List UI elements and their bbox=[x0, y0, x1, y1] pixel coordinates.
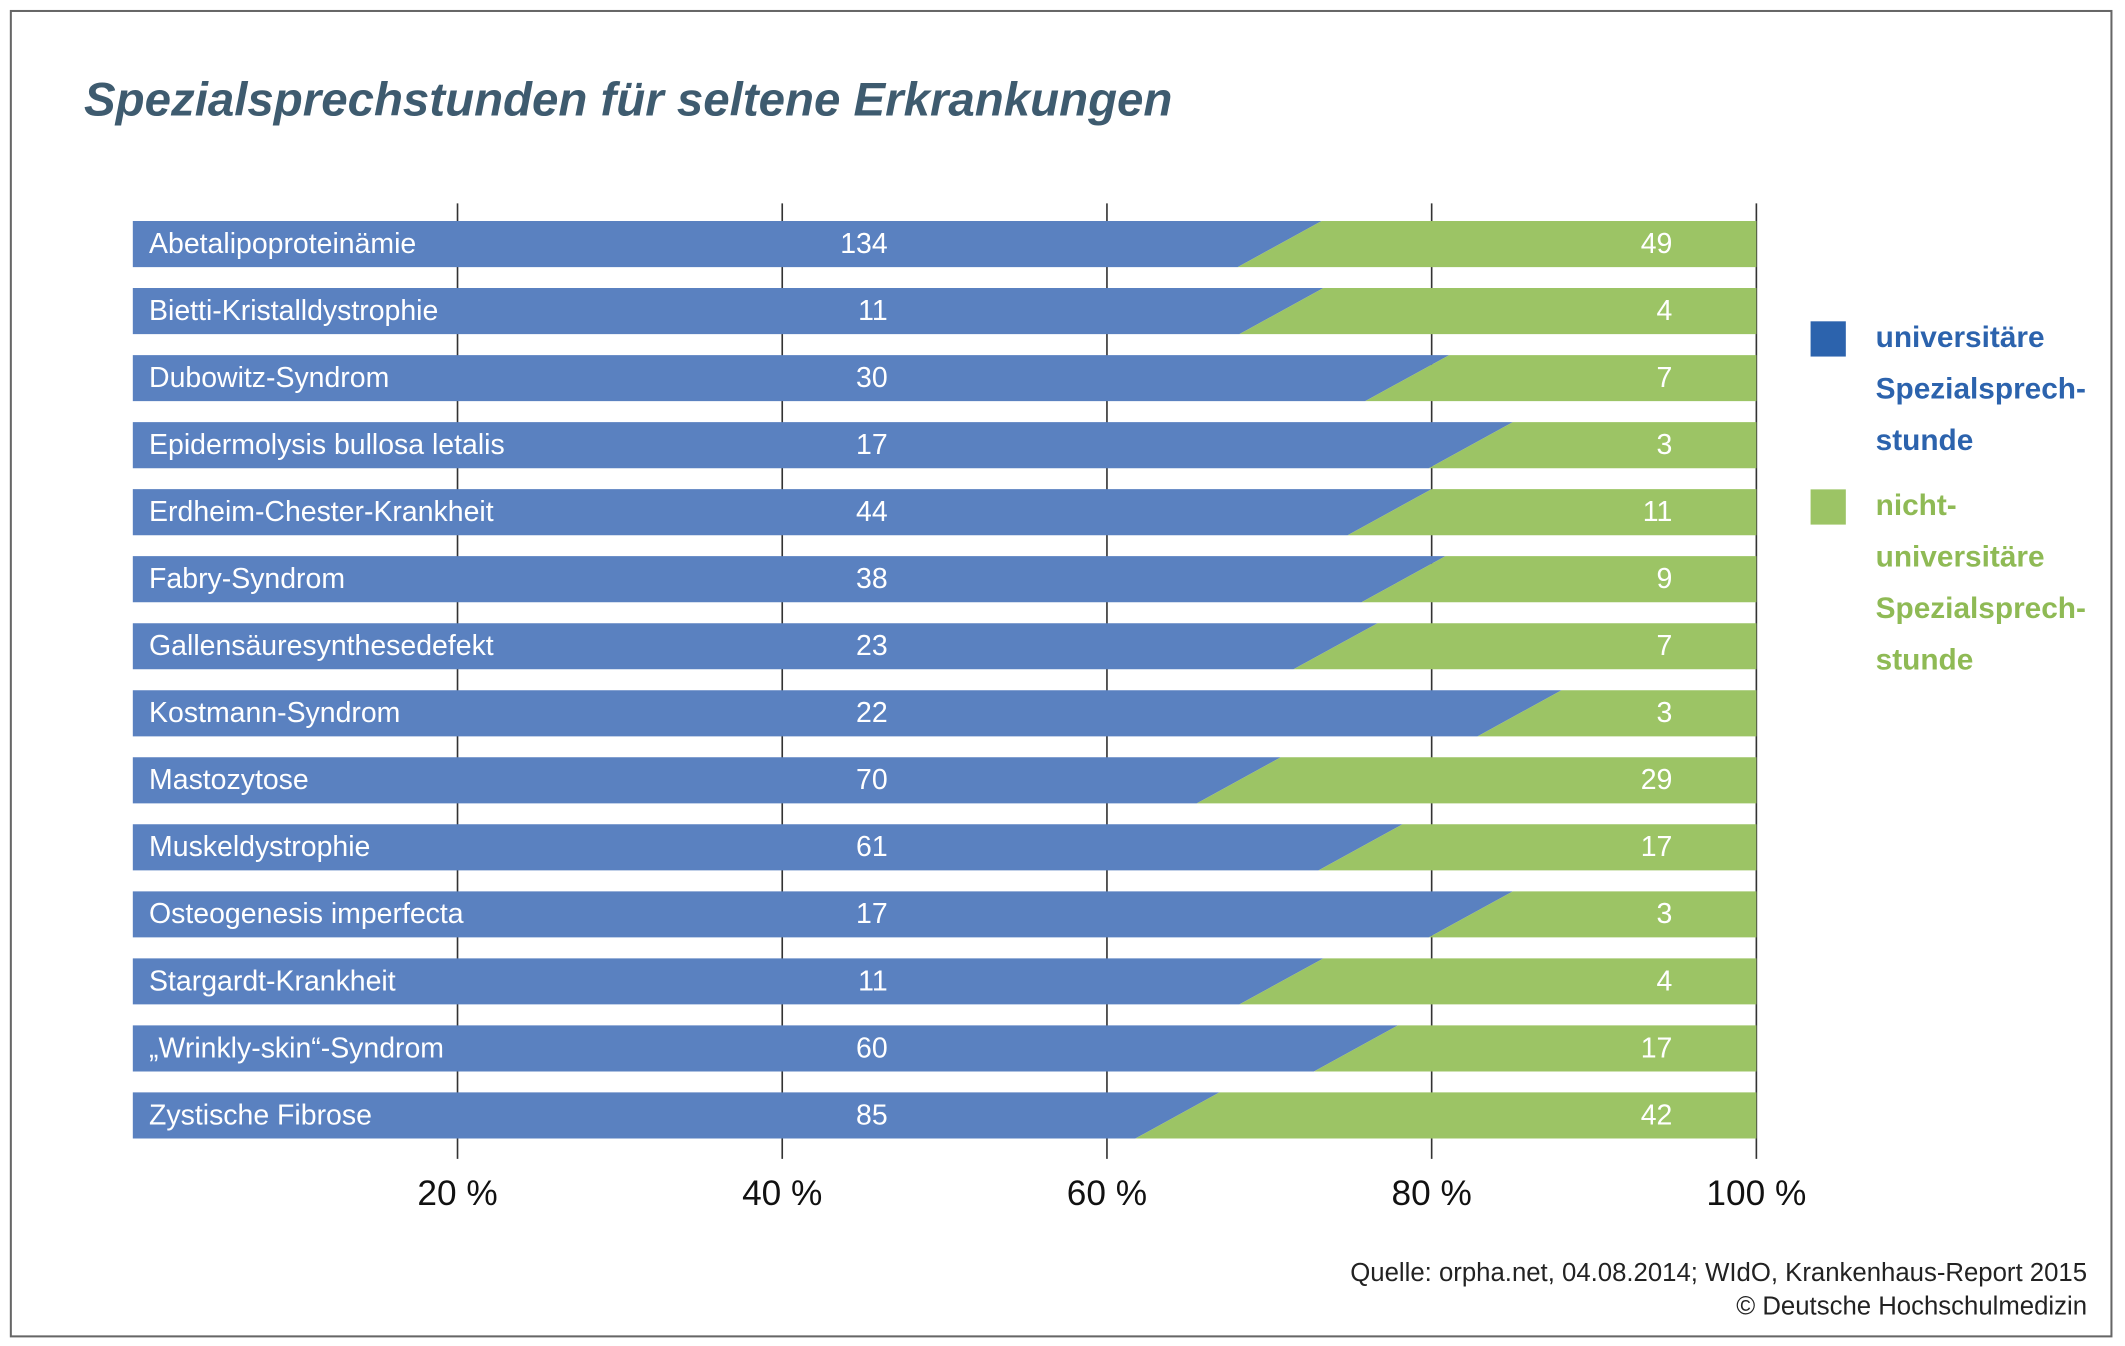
category-label: „Wrinkly-skin“-Syndrom bbox=[149, 1032, 444, 1064]
legend-line: nicht- bbox=[1876, 489, 1957, 522]
value-label: 85 bbox=[856, 1099, 888, 1131]
value-label: 61 bbox=[856, 831, 888, 863]
bar-segment bbox=[1239, 958, 1757, 1005]
value-label: 9 bbox=[1657, 563, 1673, 595]
bar-segment bbox=[132, 824, 1403, 871]
legend-line: Spezialsprech- bbox=[1876, 372, 2086, 405]
frame bbox=[9, 9, 2113, 1338]
category-label: Zystische Fibrose bbox=[149, 1099, 372, 1131]
category-label: Stargardt-Krankheit bbox=[149, 965, 396, 997]
category-label: Epidermolysis bullosa letalis bbox=[149, 429, 505, 461]
value-label: 23 bbox=[856, 630, 888, 662]
value-label: 17 bbox=[1641, 831, 1673, 863]
value-label: 4 bbox=[1657, 965, 1673, 997]
legend-line: universitäre bbox=[1876, 540, 2045, 573]
value-label: 44 bbox=[856, 496, 888, 528]
chart-title: Spezialsprechstunden für seltene Erkrank… bbox=[84, 74, 1172, 127]
category-label: Osteogenesis imperfecta bbox=[149, 898, 464, 930]
value-label: 49 bbox=[1641, 228, 1673, 260]
x-tick-label: 60 % bbox=[1067, 1174, 1147, 1213]
bar-segment bbox=[132, 221, 1322, 268]
bar-segment bbox=[1365, 355, 1757, 402]
bar-segment bbox=[1237, 221, 1757, 268]
category-label: Dubowitz-Syndrom bbox=[149, 362, 389, 394]
x-tick-label: 20 % bbox=[417, 1174, 497, 1213]
value-label: 3 bbox=[1657, 898, 1673, 930]
category-label: Gallensäuresynthesedefekt bbox=[149, 630, 494, 662]
value-label: 29 bbox=[1641, 764, 1673, 796]
bar-segment bbox=[132, 422, 1513, 469]
bar-segment bbox=[1428, 422, 1757, 469]
legend-line: universitäre bbox=[1876, 321, 2045, 354]
bar-segment bbox=[1428, 891, 1757, 938]
value-label: 11 bbox=[1643, 496, 1673, 528]
bar-segment bbox=[1477, 690, 1757, 737]
x-tick-label: 40 % bbox=[742, 1174, 822, 1213]
bar-segment bbox=[132, 355, 1450, 402]
value-label: 17 bbox=[1641, 1032, 1673, 1064]
value-label: 22 bbox=[856, 697, 888, 729]
value-label: 17 bbox=[856, 429, 888, 461]
source: © Deutsche Hochschulmedizin bbox=[1736, 1293, 2087, 1321]
bar-segment bbox=[1318, 824, 1757, 871]
category-label: Fabry-Syndrom bbox=[149, 563, 345, 595]
legend-line: stunde bbox=[1876, 424, 1974, 457]
value-label: 60 bbox=[856, 1032, 888, 1064]
value-label: 11 bbox=[858, 295, 888, 327]
value-label: 17 bbox=[856, 898, 888, 930]
x-tick-label: 100 % bbox=[1706, 1174, 1806, 1213]
bar-segment bbox=[132, 757, 1281, 804]
x-tick-label: 80 % bbox=[1392, 1174, 1472, 1213]
bar-segment bbox=[132, 489, 1432, 536]
value-label: 7 bbox=[1657, 362, 1673, 394]
value-label: 134 bbox=[840, 228, 887, 260]
bar-segment bbox=[132, 1092, 1220, 1139]
value-label: 7 bbox=[1657, 630, 1673, 662]
category-label: Erdheim-Chester-Krankheit bbox=[149, 496, 494, 528]
category-label: Abetalipoproteinämie bbox=[149, 228, 416, 260]
legend-swatch bbox=[1810, 489, 1846, 525]
bar-segment bbox=[1196, 757, 1757, 804]
bar-segment bbox=[132, 958, 1324, 1005]
category-label: Muskeldystrophie bbox=[149, 831, 370, 863]
source: Quelle: orpha.net, 04.08.2014; WIdO, Kra… bbox=[1350, 1259, 2087, 1287]
legend-line: Spezialsprech- bbox=[1876, 592, 2086, 625]
legend-label: nicht-universitäre Spezialsprech-stunde bbox=[1876, 489, 2086, 676]
category-label: Mastozytose bbox=[149, 764, 309, 796]
bar-segment bbox=[132, 690, 1562, 737]
bar-segment bbox=[1313, 1025, 1757, 1072]
bar-segment bbox=[1239, 288, 1757, 335]
category-label: Bietti-Kristalldystrophie bbox=[149, 295, 438, 327]
value-label: 42 bbox=[1641, 1099, 1673, 1131]
legend-swatch bbox=[1810, 321, 1846, 357]
value-label: 70 bbox=[856, 764, 888, 796]
bar-segment bbox=[1347, 489, 1757, 536]
bar-segment bbox=[132, 891, 1513, 938]
bar-segment bbox=[1361, 556, 1757, 603]
value-label: 3 bbox=[1657, 429, 1673, 461]
bar-segment bbox=[132, 288, 1324, 335]
bar-segment bbox=[132, 556, 1446, 603]
bar-segment bbox=[1293, 623, 1757, 670]
value-label: 38 bbox=[856, 563, 888, 595]
value-label: 4 bbox=[1657, 295, 1673, 327]
bar-segment bbox=[132, 1025, 1398, 1072]
bar-segment bbox=[132, 623, 1378, 670]
legend-label: universitäre Spezialsprech-stunde bbox=[1876, 321, 2086, 457]
value-label: 11 bbox=[858, 965, 888, 997]
category-label: Kostmann-Syndrom bbox=[149, 697, 400, 729]
value-label: 3 bbox=[1657, 697, 1673, 729]
value-label: 30 bbox=[856, 362, 888, 394]
bar-segment bbox=[1135, 1092, 1757, 1139]
legend-line: stunde bbox=[1876, 643, 1974, 676]
